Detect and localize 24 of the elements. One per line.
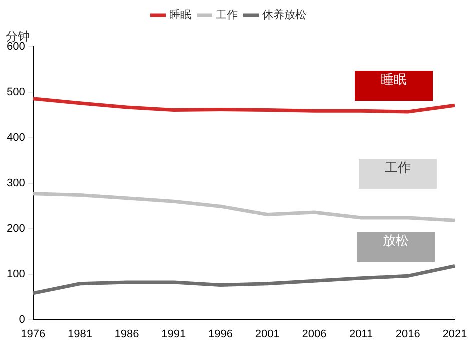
y-tick-label: 200 xyxy=(6,222,26,235)
x-tick-label: 1991 xyxy=(162,328,186,340)
x-tick-label: 1996 xyxy=(208,328,233,340)
y-tick-label: 600 xyxy=(6,41,26,54)
x-tick-label: 1986 xyxy=(114,328,140,340)
y-tick-label: 100 xyxy=(6,268,26,280)
label-box: 放松 xyxy=(357,232,435,262)
y-tick-label: 400 xyxy=(6,132,26,144)
x-tick-label: 2016 xyxy=(396,328,420,340)
y-tick-label: 500 xyxy=(6,86,26,98)
y-axis-title: 分钟 xyxy=(6,29,30,44)
label-box: 工作 xyxy=(359,159,437,189)
x-tick-label: 2021 xyxy=(442,328,468,340)
y-tick-label: 0 xyxy=(19,314,26,326)
x-tick-label: 1981 xyxy=(68,328,92,340)
legend-label: 休养放松 xyxy=(262,8,306,22)
x-tick-label: 2006 xyxy=(302,328,327,340)
x-tick-label: 2011 xyxy=(349,328,374,340)
legend-label: 工作 xyxy=(216,10,238,22)
x-tick-label: 2001 xyxy=(255,328,280,340)
y-tick-label: 300 xyxy=(6,177,26,190)
label-box: 睡眠 xyxy=(355,71,433,101)
x-tick-label: 1976 xyxy=(21,328,46,340)
legend-label: 睡眠 xyxy=(169,8,192,22)
